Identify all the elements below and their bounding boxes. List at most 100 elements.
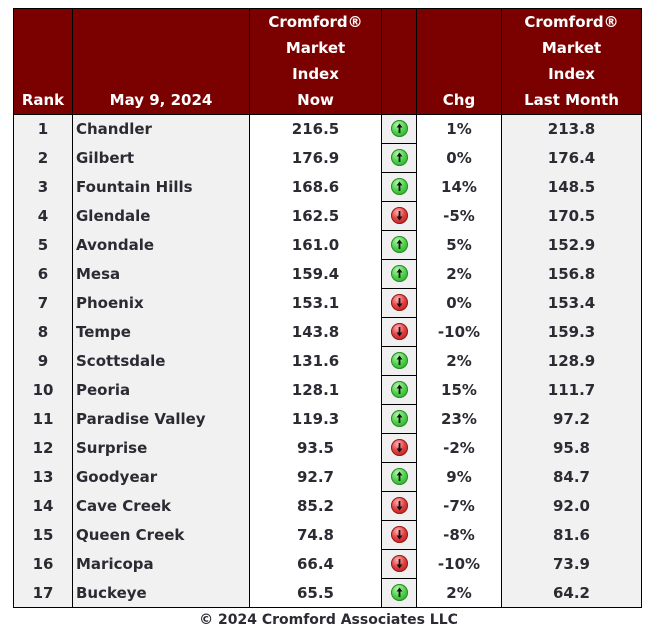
rank-cell: 6 [13, 259, 73, 289]
index-last-month-cell: 111.7 [501, 375, 642, 405]
up-arrow-icon [390, 119, 408, 137]
table-row: 16 Maricopa 66.4 -10% 73.9 [13, 549, 642, 579]
header-last-line: Index [548, 65, 595, 83]
up-arrow-icon [390, 467, 408, 485]
table-row: 2 Gilbert 176.9 0% 176.4 [13, 143, 642, 173]
rank-cell: 14 [13, 491, 73, 521]
table-body: 1 Chandler 216.5 1% 213.8 2 Gilbert 176.9 0% 176.… [13, 114, 642, 608]
market-index-table-container: Rank May 9, 2024 Cromford® Market Index … [13, 8, 642, 608]
index-last-month-cell: 159.3 [501, 317, 642, 347]
index-last-month-cell: 156.8 [501, 259, 642, 289]
city-cell: Paradise Valley [72, 404, 250, 434]
direction-cell [381, 259, 417, 289]
city-cell: Glendale [72, 201, 250, 231]
up-arrow-icon [390, 351, 408, 369]
rank-cell: 11 [13, 404, 73, 434]
direction-cell [381, 549, 417, 579]
down-arrow-icon [390, 322, 408, 340]
change-cell: -10% [416, 317, 502, 347]
city-cell: Gilbert [72, 143, 250, 173]
index-last-month-cell: 95.8 [501, 433, 642, 463]
change-cell: 5% [416, 230, 502, 260]
city-cell: Tempe [72, 317, 250, 347]
direction-cell [381, 520, 417, 550]
market-index-table: Rank May 9, 2024 Cromford® Market Index … [13, 8, 642, 608]
index-now-cell: 131.6 [249, 346, 382, 376]
direction-cell [381, 288, 417, 318]
copyright-footer: © 2024 Cromford Associates LLC [199, 612, 458, 628]
city-cell: Surprise [72, 433, 250, 463]
direction-cell [381, 346, 417, 376]
table-row: 7 Phoenix 153.1 0% 153.4 [13, 288, 642, 318]
header-now-line: Index [292, 65, 339, 83]
up-arrow-icon [390, 148, 408, 166]
table-row: 10 Peoria 128.1 15% 111.7 [13, 375, 642, 405]
index-last-month-cell: 73.9 [501, 549, 642, 579]
city-cell: Maricopa [72, 549, 250, 579]
index-now-cell: 74.8 [249, 520, 382, 550]
up-arrow-icon [390, 177, 408, 195]
index-last-month-cell: 153.4 [501, 288, 642, 318]
header-last-line: Last Month [524, 91, 619, 109]
index-now-cell: 128.1 [249, 375, 382, 405]
down-arrow-icon [390, 206, 408, 224]
rank-cell: 15 [13, 520, 73, 550]
city-cell: Avondale [72, 230, 250, 260]
table-row: 17 Buckeye 65.5 2% 64.2 [13, 578, 642, 608]
up-arrow-icon [390, 264, 408, 282]
table-row: 11 Paradise Valley 119.3 23% 97.2 [13, 404, 642, 434]
direction-cell [381, 462, 417, 492]
header-chg: Chg [416, 8, 502, 115]
table-row: 8 Tempe 143.8 -10% 159.3 [13, 317, 642, 347]
index-now-cell: 162.5 [249, 201, 382, 231]
direction-cell [381, 404, 417, 434]
table-row: 6 Mesa 159.4 2% 156.8 [13, 259, 642, 289]
index-last-month-cell: 128.9 [501, 346, 642, 376]
city-cell: Buckeye [72, 578, 250, 608]
header-index-now: Cromford® Market Index Now [249, 8, 382, 115]
change-cell: -7% [416, 491, 502, 521]
index-last-month-cell: 97.2 [501, 404, 642, 434]
index-now-cell: 153.1 [249, 288, 382, 318]
down-arrow-icon [390, 438, 408, 456]
change-cell: 0% [416, 143, 502, 173]
up-arrow-icon [390, 380, 408, 398]
index-last-month-cell: 152.9 [501, 230, 642, 260]
city-cell: Chandler [72, 114, 250, 144]
direction-cell [381, 578, 417, 608]
header-index-last-month: Cromford® Market Index Last Month [501, 8, 642, 115]
index-now-cell: 119.3 [249, 404, 382, 434]
direction-cell [381, 143, 417, 173]
header-last-line: Cromford® [524, 13, 619, 31]
rank-cell: 5 [13, 230, 73, 260]
change-cell: 14% [416, 172, 502, 202]
table-row: 13 Goodyear 92.7 9% 84.7 [13, 462, 642, 492]
up-arrow-icon [390, 409, 408, 427]
city-cell: Scottsdale [72, 346, 250, 376]
change-cell: 1% [416, 114, 502, 144]
table-row: 3 Fountain Hills 168.6 14% 148.5 [13, 172, 642, 202]
down-arrow-icon [390, 554, 408, 572]
change-cell: 2% [416, 578, 502, 608]
direction-cell [381, 230, 417, 260]
change-cell: -2% [416, 433, 502, 463]
change-cell: 9% [416, 462, 502, 492]
header-rank-label: Rank [21, 91, 65, 109]
index-now-cell: 92.7 [249, 462, 382, 492]
change-cell: -10% [416, 549, 502, 579]
direction-cell [381, 172, 417, 202]
header-now-line: Cromford® [268, 13, 363, 31]
change-cell: 15% [416, 375, 502, 405]
direction-cell [381, 317, 417, 347]
city-cell: Mesa [72, 259, 250, 289]
down-arrow-icon [390, 293, 408, 311]
rank-cell: 13 [13, 462, 73, 492]
index-now-cell: 216.5 [249, 114, 382, 144]
index-last-month-cell: 92.0 [501, 491, 642, 521]
index-now-cell: 168.6 [249, 172, 382, 202]
index-last-month-cell: 64.2 [501, 578, 642, 608]
index-last-month-cell: 213.8 [501, 114, 642, 144]
rank-cell: 1 [13, 114, 73, 144]
rank-cell: 16 [13, 549, 73, 579]
header-chg-label: Chg [442, 91, 476, 109]
